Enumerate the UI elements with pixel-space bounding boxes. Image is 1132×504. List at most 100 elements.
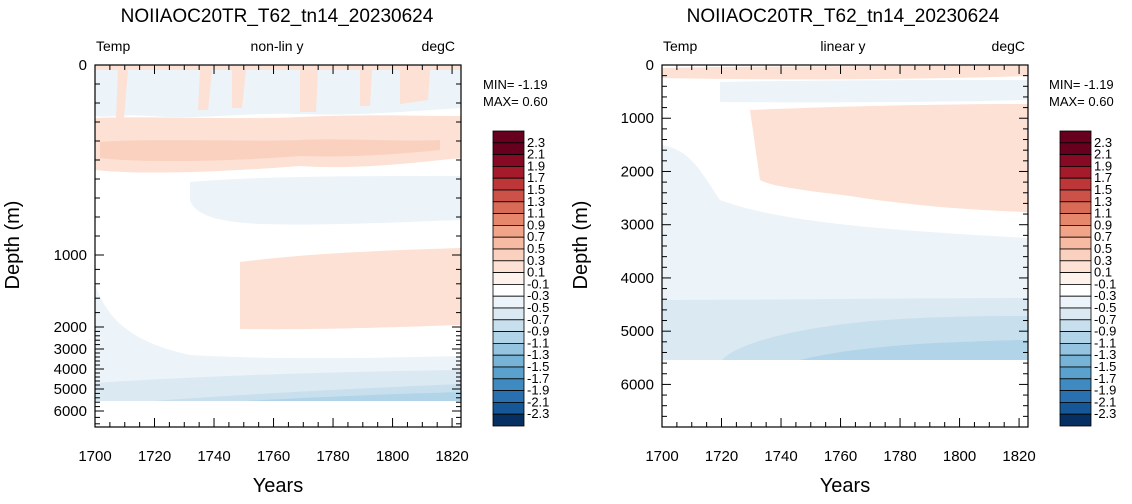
colorbar-swatch xyxy=(492,224,525,238)
axis-type-label: linear y xyxy=(820,38,865,54)
y-tick-label: 1000 xyxy=(621,110,654,127)
colorbar-swatch xyxy=(492,130,525,144)
colorbar-label: -1.3 xyxy=(1094,347,1116,362)
colorbar-label: 1.7 xyxy=(1094,170,1112,185)
colorbar-label: 1.3 xyxy=(1094,194,1112,209)
colorbar-label: -1.7 xyxy=(1094,371,1116,386)
max-stat: MAX= 0.60 xyxy=(483,94,548,109)
plot-frame xyxy=(94,64,462,428)
colorbar-swatch xyxy=(1059,283,1092,297)
contour-streak xyxy=(360,70,372,106)
colorbar-swatch xyxy=(492,260,525,273)
colorbar-label: -1.1 xyxy=(527,335,549,350)
y-tick-label: 2000 xyxy=(54,319,87,336)
colorbar-swatch xyxy=(1059,390,1092,403)
y-tick-label: 4000 xyxy=(621,270,654,287)
colorbar-label: -0.5 xyxy=(527,300,549,315)
colorbar-label: 0.1 xyxy=(1094,265,1112,280)
y-tick-label: 5000 xyxy=(54,381,87,398)
colorbar-label: -1.1 xyxy=(1094,335,1116,350)
colorbar-label: -0.1 xyxy=(527,276,549,291)
colorbar-swatch xyxy=(492,201,525,215)
colorbar-swatch xyxy=(1059,154,1092,167)
colorbar-label: -2.3 xyxy=(527,406,549,421)
x-axis: 1700 1720 1740 1760 1780 1800 1820 xyxy=(645,65,1036,465)
colorbar-swatch xyxy=(1059,236,1092,250)
colorbar-swatch xyxy=(492,283,525,297)
colorbar-swatch xyxy=(1059,177,1092,191)
contour-region-positive-surface xyxy=(95,65,461,70)
y-tick-label: 3000 xyxy=(621,217,654,234)
colorbar-label: 0.7 xyxy=(1094,229,1112,244)
colorbar-label: 0.9 xyxy=(1094,217,1112,232)
colorbar-swatch xyxy=(492,142,525,156)
x-tick-label: 1800 xyxy=(943,448,976,465)
contour-region-negative-intermediate xyxy=(190,176,461,225)
colorbar-label: -0.3 xyxy=(527,288,549,303)
x-axis: 1700 1720 1740 1760 1780 1800 1820 xyxy=(78,65,469,465)
colorbar-swatch xyxy=(492,154,525,167)
colorbar-label: -2.1 xyxy=(527,394,549,409)
colorbar-label: 1.1 xyxy=(1094,206,1112,221)
colorbar-label: 2.3 xyxy=(1094,135,1112,150)
contour-region-positive-surface xyxy=(662,66,1028,80)
colorbar-label: -1.9 xyxy=(527,383,549,398)
colorbar-label: 2.3 xyxy=(527,135,545,150)
colorbar-swatch xyxy=(492,331,525,344)
y-axis-label: Depth (m) xyxy=(2,201,24,290)
colorbar-label: -1.3 xyxy=(527,347,549,362)
colorbar-swatch xyxy=(1059,319,1092,332)
y-axis-label: Depth (m) xyxy=(570,201,592,290)
colorbar-swatch xyxy=(1059,165,1092,179)
y-axis: 0 1000 2000 3000 4000 5000 6000 xyxy=(54,57,461,425)
chart-title: NOIIAOC20TR_T62_tn14_20230624 xyxy=(687,6,1000,27)
units-label: degC xyxy=(992,38,1025,54)
colorbar-swatch xyxy=(492,390,525,403)
colorbar-swatch xyxy=(492,295,525,309)
colorbar-label: -0.5 xyxy=(1094,300,1116,315)
x-tick-label: 1760 xyxy=(257,448,290,465)
colorbar-swatch xyxy=(492,378,525,391)
colorbar-label: 2.1 xyxy=(1094,147,1112,162)
colorbar-label: -1.5 xyxy=(1094,359,1116,374)
colorbar-label: -1.5 xyxy=(527,359,549,374)
chart-panel-nonlinear: NOIIAOC20TR_T62_tn14_20230624 Temp non-l… xyxy=(2,6,549,497)
contour-region-negative-shallow xyxy=(720,80,1028,103)
y-tick-label: 1000 xyxy=(54,247,87,264)
min-stat: MIN= -1.19 xyxy=(483,77,548,92)
colorbar-swatch xyxy=(1059,342,1092,356)
colorbar-label: -1.7 xyxy=(527,371,549,386)
contour-region-positive-deep xyxy=(240,248,461,330)
x-tick-label: 1720 xyxy=(138,448,171,465)
contour-region-negative-core xyxy=(245,392,461,401)
colorbar-swatch xyxy=(1059,331,1092,344)
colorbar-swatch xyxy=(1059,130,1092,144)
colorbar-label: -1.9 xyxy=(1094,383,1116,398)
y-tick-label: 0 xyxy=(646,57,654,74)
contour-region-positive-core xyxy=(100,139,440,162)
contour-field xyxy=(95,65,461,401)
colorbar-swatch xyxy=(1059,213,1092,226)
colorbar-swatch xyxy=(492,401,525,415)
colorbar-swatch xyxy=(492,342,525,356)
colorbar-label: -0.3 xyxy=(1094,288,1116,303)
colorbar-swatch xyxy=(1059,401,1092,415)
variable-label: Temp xyxy=(663,38,697,54)
colorbar-label: -2.1 xyxy=(1094,394,1116,409)
colorbar-label: 1.7 xyxy=(527,170,545,185)
x-axis-label: Years xyxy=(820,475,870,497)
contour-field xyxy=(662,65,1028,360)
x-tick-label: 1780 xyxy=(316,448,349,465)
contour-region-positive-deep xyxy=(750,104,1028,212)
chart-panel-linear: NOIIAOC20TR_T62_tn14_20230624 Temp linea… xyxy=(570,6,1116,497)
colorbar-swatch xyxy=(492,248,525,262)
colorbar-label: -0.7 xyxy=(1094,312,1116,327)
colorbar-swatch xyxy=(492,272,525,285)
colorbar-swatch xyxy=(492,189,525,203)
chart-title: NOIIAOC20TR_T62_tn14_20230624 xyxy=(121,6,434,27)
y-axis: 0 1000 2000 3000 4000 5000 6000 xyxy=(621,57,1028,417)
colorbar-label: 1.5 xyxy=(1094,182,1112,197)
y-tick-label: 2000 xyxy=(621,163,654,180)
contour-streak xyxy=(300,70,318,112)
